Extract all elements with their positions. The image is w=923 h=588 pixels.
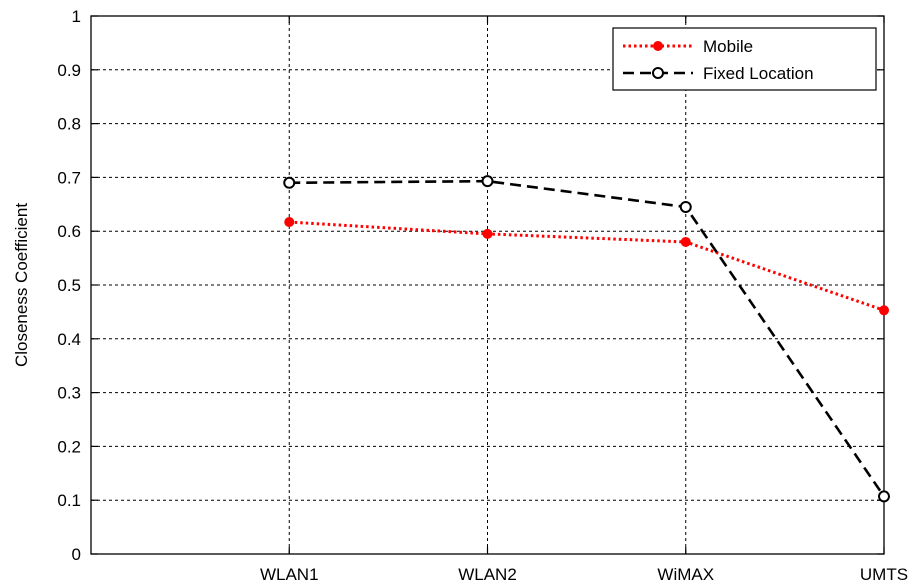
series-line bbox=[289, 220, 885, 312]
data-point bbox=[284, 217, 295, 228]
series-1 bbox=[283, 175, 890, 503]
data-point bbox=[482, 228, 493, 239]
series-0 bbox=[284, 217, 889, 316]
x-tick-label: WiMAX bbox=[657, 565, 714, 584]
y-tick-label: 0.6 bbox=[57, 222, 81, 241]
y-tick-label: 0.2 bbox=[57, 437, 81, 456]
x-tick-label: WLAN2 bbox=[458, 565, 517, 584]
legend: Mobile Fixed Location bbox=[612, 27, 877, 91]
grid bbox=[91, 16, 884, 554]
series-layer bbox=[283, 175, 890, 503]
y-tick-label: 0.9 bbox=[57, 61, 81, 80]
y-axis-label: Closeness Coefficient bbox=[12, 203, 31, 367]
data-point bbox=[878, 490, 890, 503]
data-point bbox=[679, 200, 692, 213]
legend-marker bbox=[652, 67, 664, 79]
y-tick-label: 0.5 bbox=[57, 276, 81, 295]
data-point bbox=[283, 176, 296, 189]
x-tick-label: WLAN1 bbox=[260, 565, 319, 584]
y-tick-label: 0.7 bbox=[57, 168, 81, 187]
data-point bbox=[879, 305, 889, 316]
data-point bbox=[680, 236, 691, 247]
legend-marker bbox=[653, 41, 663, 51]
y-tick-label: 0.8 bbox=[57, 115, 81, 134]
legend-box bbox=[612, 27, 877, 91]
x-axis-ticks: WLAN1 WLAN2 WiMAX UMTS bbox=[260, 16, 908, 584]
y-tick-label: 0.4 bbox=[57, 330, 81, 349]
legend-label: Mobile bbox=[703, 37, 753, 56]
y-tick-label: 0.3 bbox=[57, 384, 81, 403]
y-tick-label: 0 bbox=[72, 545, 81, 564]
y-tick-label: 1 bbox=[72, 7, 81, 26]
y-tick-label: 0.1 bbox=[57, 491, 81, 510]
legend-label: Fixed Location bbox=[703, 64, 814, 83]
series-line bbox=[289, 179, 886, 498]
data-point bbox=[481, 175, 494, 188]
x-tick-label: UMTS bbox=[860, 565, 908, 584]
y-axis-ticks: 0 0.1 0.2 0.3 0.4 0.5 0.6 0.7 0.8 0.9 1 bbox=[57, 7, 884, 564]
